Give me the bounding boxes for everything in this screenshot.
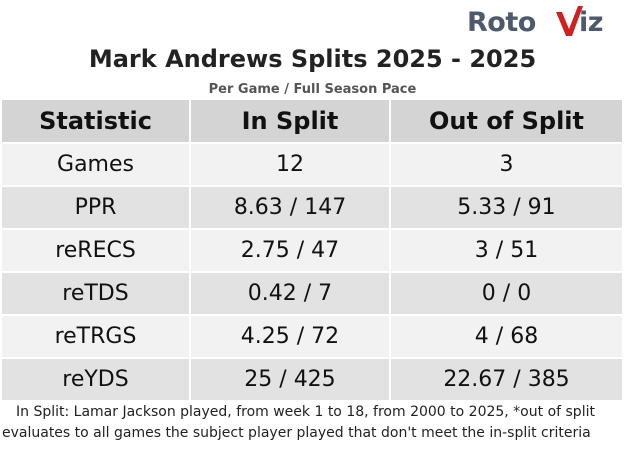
out-of-split-cell: 5.33 / 91 <box>390 186 622 230</box>
stat-name-cell: reTRGS <box>2 315 191 359</box>
table-row: reRECS 2.75 / 47 3 / 51 <box>2 229 622 273</box>
out-of-split-cell: 3 / 51 <box>390 229 622 273</box>
in-split-cell: 0.42 / 7 <box>190 272 391 316</box>
out-of-split-cell: 0 / 0 <box>390 272 622 316</box>
stat-name-cell: reRECS <box>2 229 191 273</box>
in-split-cell: 4.25 / 72 <box>190 315 391 359</box>
stat-name-cell: Games <box>2 143 191 187</box>
table-row: reTRGS 4.25 / 72 4 / 68 <box>2 315 622 359</box>
in-split-cell: 12 <box>190 143 391 187</box>
out-of-split-cell: 3 <box>390 143 622 187</box>
table-row: reYDS 25 / 425 22.67 / 385 <box>2 358 622 402</box>
out-of-split-cell: 22.67 / 385 <box>390 358 622 402</box>
column-header-in-split: In Split <box>190 100 391 144</box>
table-row: reTDS 0.42 / 7 0 / 0 <box>2 272 622 316</box>
logo-text-roto: Roto <box>467 7 536 38</box>
column-header-statistic: Statistic <box>2 100 191 144</box>
rotoviz-logo: Roto iz <box>467 4 603 42</box>
column-header-out-of-split: Out of Split <box>390 100 622 144</box>
table-row: PPR 8.63 / 147 5.33 / 91 <box>2 186 622 230</box>
stat-name-cell: reTDS <box>2 272 191 316</box>
in-split-cell: 8.63 / 147 <box>190 186 391 230</box>
in-split-cell: 25 / 425 <box>190 358 391 402</box>
stat-name-cell: reYDS <box>2 358 191 402</box>
table-row: Games 12 3 <box>2 143 622 187</box>
logo-text-iz: iz <box>579 7 603 38</box>
page-title: Mark Andrews Splits 2025 - 2025 <box>88 45 537 73</box>
in-split-cell: 2.75 / 47 <box>190 229 391 273</box>
table-header-row: Statistic In Split Out of Split <box>2 100 622 144</box>
checkmark-v-icon <box>556 6 583 36</box>
out-of-split-cell: 4 / 68 <box>390 315 622 359</box>
page-subtitle: Per Game / Full Season Pace <box>208 82 417 97</box>
splits-table: Statistic In Split Out of Split Games 12… <box>2 100 622 402</box>
stat-name-cell: PPR <box>2 186 191 230</box>
split-footnote: In Split: Lamar Jackson played, from wee… <box>2 404 595 441</box>
